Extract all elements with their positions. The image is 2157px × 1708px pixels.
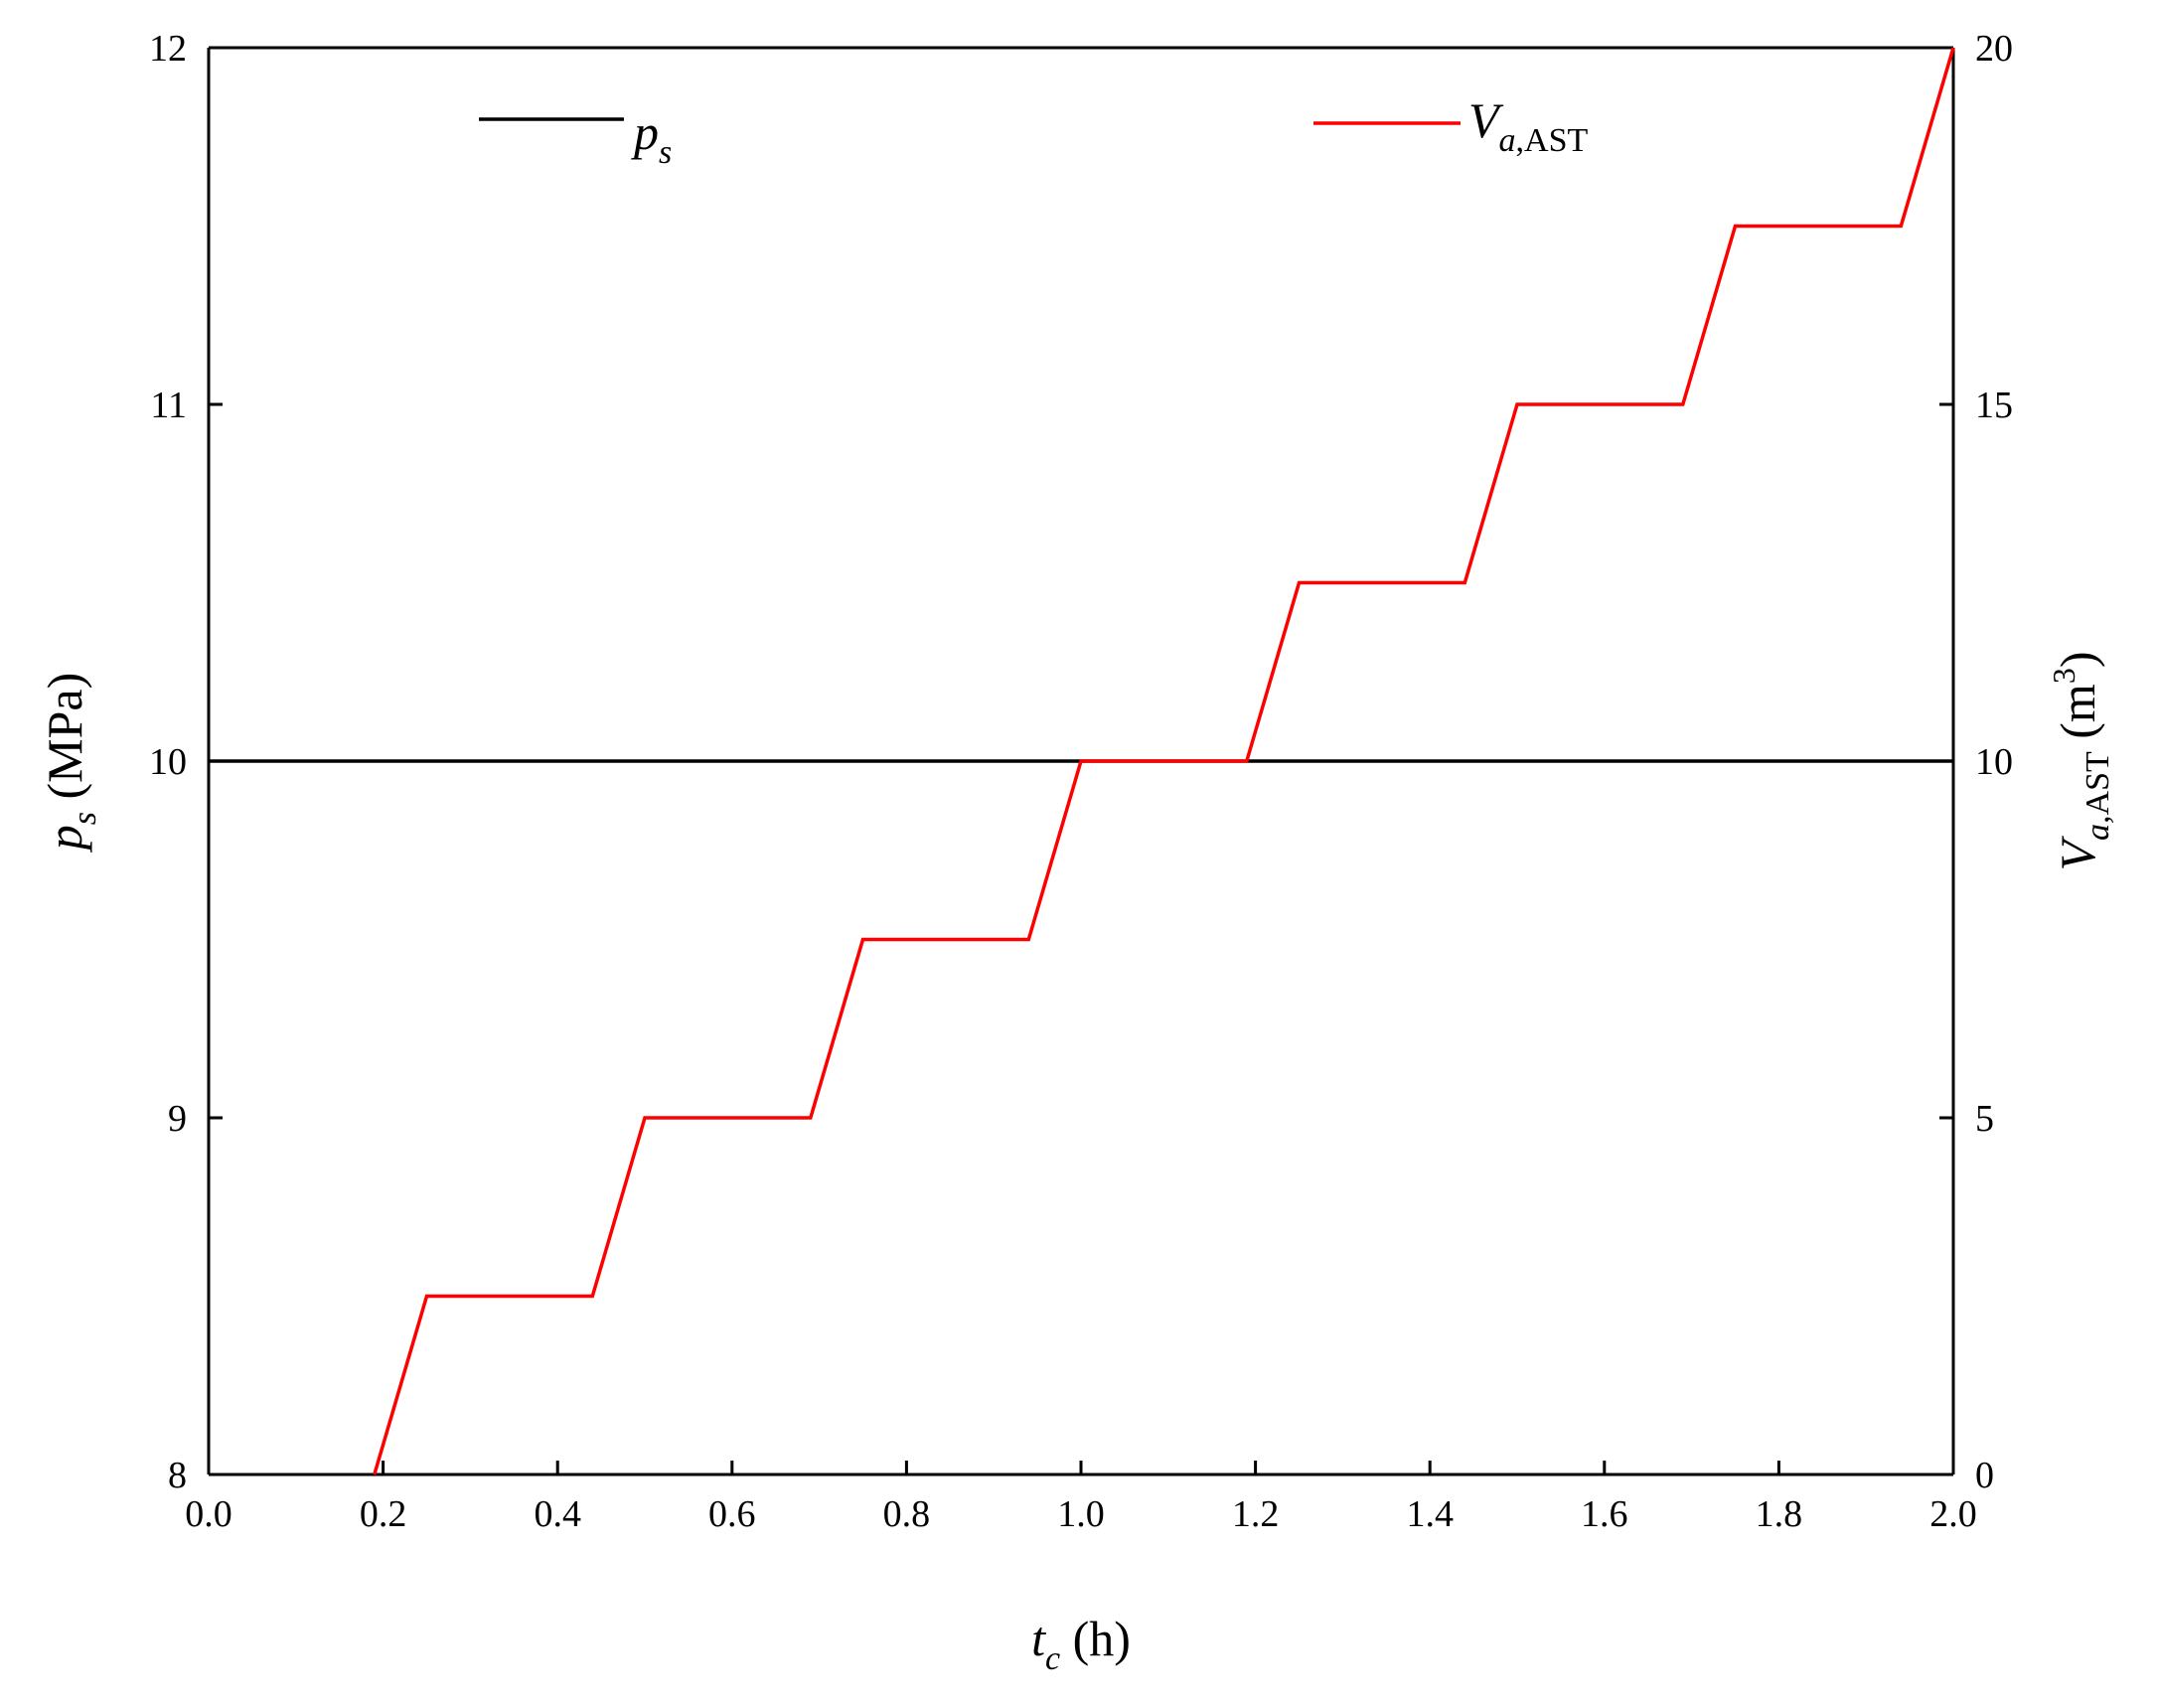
y-left-title-sub: s	[67, 812, 103, 825]
legend-ps-sub: s	[659, 134, 672, 171]
x-title-sub: c	[1045, 1640, 1060, 1677]
y-right-title-unit-sup: 3	[2046, 668, 2081, 684]
x-tick-label: 0.0	[185, 1493, 232, 1535]
y-right-tick-label: 20	[1975, 28, 2013, 70]
y-right-title-unit: (m	[2050, 684, 2105, 751]
y-left-tick-label: 8	[168, 1455, 187, 1496]
x-ticks: 0.0 0.2 0.4 0.6 0.8 1.0 1.2 1.4 1.6 1.8 2.0	[185, 1461, 1977, 1535]
x-tick-label: 1.4	[1406, 1493, 1454, 1535]
y-right-tick-label: 10	[1975, 741, 2013, 783]
y-left-tick-label: 9	[168, 1098, 187, 1140]
x-tick-label: 0.8	[883, 1493, 931, 1535]
legend: ps Va,AST	[479, 92, 1589, 171]
x-tick-label: 0.2	[360, 1493, 407, 1535]
x-axis-title: tc (h)	[1031, 1611, 1131, 1677]
legend-va-sub-italic: a	[1499, 122, 1516, 159]
x-tick-label: 1.2	[1232, 1493, 1280, 1535]
y-left-title-unit: (MPa)	[37, 673, 92, 812]
x-tick-label: 1.6	[1581, 1493, 1628, 1535]
y-right-title-sub2: AST	[2080, 751, 2116, 815]
y-left-ticks: 8 9 10 11 12	[149, 28, 223, 1496]
y-right-title-unit-close: )	[2050, 652, 2105, 669]
x-title-unit: (h)	[1060, 1611, 1131, 1666]
series-layer	[209, 47, 1955, 1475]
legend-va-main: V	[1468, 92, 1504, 148]
x-title-main: t	[1031, 1611, 1046, 1666]
x-tick-label: 1.0	[1057, 1493, 1105, 1535]
y-left-tick-label: 11	[150, 385, 187, 426]
x-tick-label: 2.0	[1929, 1493, 1977, 1535]
legend-va-sub: ,AST	[1516, 122, 1589, 159]
legend-ps-main: p	[631, 104, 659, 160]
y-right-title-main: V	[2050, 835, 2105, 870]
y-left-title-main: p	[37, 825, 92, 853]
y-left-tick-label: 12	[149, 28, 187, 70]
y-right-title-sub: a,	[2080, 815, 2116, 841]
series-line-va-ast	[373, 47, 1955, 1475]
y-left-axis-title: ps (MPa)	[37, 673, 103, 854]
x-tick-label: 0.6	[708, 1493, 756, 1535]
y-right-tick-label: 0	[1975, 1455, 1994, 1496]
legend-label-ps: ps	[631, 104, 672, 171]
y-left-tick-label: 10	[149, 741, 187, 783]
x-tick-label: 0.4	[534, 1493, 581, 1535]
y-right-tick-label: 15	[1975, 385, 2013, 426]
y-right-axis-title: Va,AST (m3)	[2046, 652, 2116, 871]
legend-label-va: Va,AST	[1468, 92, 1589, 159]
x-tick-label: 1.8	[1756, 1493, 1803, 1535]
y-right-tick-label: 5	[1975, 1098, 1994, 1140]
